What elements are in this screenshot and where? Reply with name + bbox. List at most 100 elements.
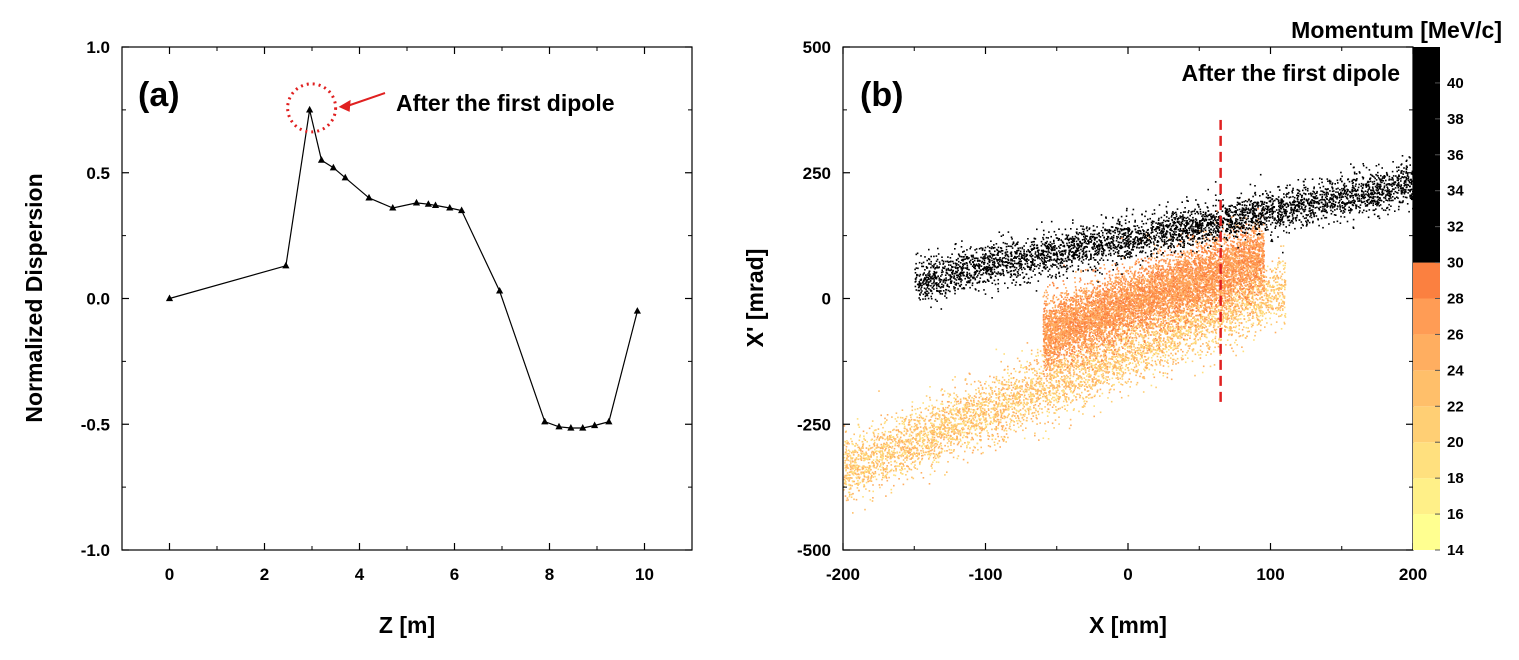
phase-space-point <box>963 434 965 437</box>
phase-space-point <box>1110 400 1113 403</box>
phase-space-point <box>979 421 981 424</box>
phase-space-point <box>1101 362 1104 365</box>
phase-space-point <box>1054 370 1057 373</box>
phase-space-point <box>930 422 932 424</box>
phase-space-point <box>950 401 952 404</box>
phase-space-point <box>1043 382 1045 384</box>
phase-space-point <box>1115 361 1117 364</box>
phase-space-point <box>1042 437 1045 439</box>
phase-space-point <box>1233 317 1236 320</box>
phase-space-point <box>932 456 935 459</box>
phase-space-point <box>990 396 993 398</box>
phase-space-point <box>1023 405 1025 408</box>
phase-space-point <box>919 460 922 463</box>
phase-space-point <box>1048 387 1051 389</box>
phase-space-point <box>1136 324 1139 327</box>
phase-space-point <box>1158 324 1160 326</box>
phase-space-point <box>1209 314 1212 316</box>
dispersion-point <box>496 286 504 294</box>
phase-space-point <box>1096 361 1099 363</box>
phase-space-point <box>1058 386 1061 388</box>
phase-space-point <box>968 428 971 431</box>
phase-space-point <box>1243 304 1246 307</box>
phase-space-point <box>850 462 852 464</box>
phase-space-point <box>858 477 861 480</box>
phase-space-point <box>1252 324 1254 327</box>
phase-space-point <box>898 445 900 448</box>
phase-space-point <box>985 392 987 395</box>
phase-space-point <box>1259 298 1261 300</box>
phase-space-point <box>1164 317 1166 319</box>
phase-space-point <box>846 457 848 460</box>
phase-space-point <box>993 413 996 416</box>
phase-space-point <box>848 443 850 445</box>
phase-space-point <box>871 500 874 502</box>
phase-space-point <box>1196 319 1198 321</box>
phase-space-point <box>1176 345 1179 348</box>
phase-space-point <box>1040 379 1043 381</box>
phase-space-point <box>1179 334 1182 336</box>
phase-space-point <box>1059 396 1062 398</box>
phase-space-point <box>1238 291 1241 294</box>
phase-space-point <box>1120 332 1122 335</box>
phase-space-point <box>978 401 981 403</box>
phase-space-point <box>1165 332 1168 334</box>
phase-space-point <box>924 432 927 435</box>
phase-space-point <box>968 432 970 435</box>
phase-space-point <box>1233 296 1235 299</box>
phase-space-point <box>976 402 978 405</box>
phase-space-point <box>1272 276 1274 279</box>
phase-space-point <box>931 435 934 438</box>
phase-space-point <box>968 372 971 375</box>
phase-space-point <box>883 422 886 425</box>
phase-space-point <box>1224 315 1227 317</box>
phase-space-point <box>1066 393 1068 395</box>
phase-space-point <box>1241 301 1244 303</box>
phase-space-point <box>966 401 969 404</box>
phase-space-point <box>1082 413 1084 415</box>
phase-space-point <box>1226 312 1229 315</box>
phase-space-point <box>1084 370 1087 372</box>
phase-space-point <box>1159 339 1161 342</box>
phase-space-point <box>1243 309 1246 312</box>
phase-space-point <box>887 455 889 458</box>
phase-space-point <box>1171 334 1173 337</box>
phase-space-point <box>1051 406 1054 408</box>
phase-space-point <box>916 416 918 419</box>
phase-space-point <box>1088 366 1091 368</box>
phase-space-point <box>1139 333 1142 335</box>
phase-space-point <box>1125 352 1127 354</box>
phase-space-point <box>924 418 927 421</box>
phase-space-point <box>898 439 900 442</box>
phase-space-point <box>845 445 848 448</box>
phase-space-point <box>1151 345 1153 348</box>
phase-space-point <box>934 417 937 420</box>
phase-space-point <box>850 471 852 473</box>
phase-space-point <box>1098 360 1101 363</box>
phase-space-point <box>918 414 921 416</box>
phase-space-point <box>1249 293 1252 295</box>
dispersion-point <box>446 203 454 211</box>
phase-space-point <box>1132 356 1134 359</box>
phase-space-point <box>1043 395 1045 397</box>
phase-space-point <box>1039 383 1042 386</box>
phase-space-point <box>1051 422 1054 425</box>
phase-space-point <box>883 446 886 448</box>
phase-space-point <box>1217 302 1219 304</box>
phase-space-point <box>1158 343 1161 345</box>
phase-space-point <box>1181 333 1183 335</box>
phase-space-point <box>1103 365 1106 367</box>
phase-space-point <box>1256 299 1259 301</box>
phase-space-point <box>963 410 966 413</box>
phase-space-point <box>1065 384 1067 386</box>
phase-space-point <box>1116 333 1119 335</box>
phase-space-point <box>1071 380 1074 383</box>
phase-space-point <box>1189 323 1192 326</box>
phase-space-point <box>929 442 931 444</box>
phase-space-point <box>852 450 854 453</box>
phase-space-point <box>1128 378 1131 380</box>
phase-space-point <box>1245 288 1247 290</box>
phase-space-point <box>973 414 975 417</box>
phase-space-point <box>1250 304 1252 306</box>
phase-space-point <box>891 456 893 459</box>
